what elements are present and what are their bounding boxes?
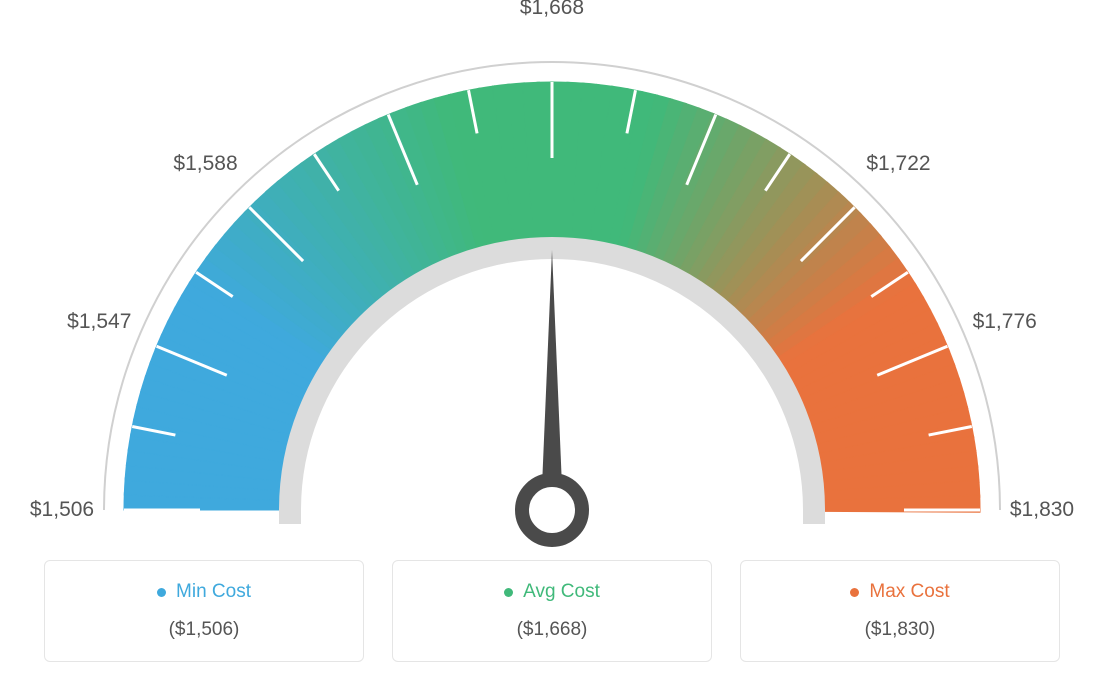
legend-value-min: ($1,506) <box>55 619 353 641</box>
gauge-tick-label: $1,830 <box>1010 498 1074 522</box>
legend-card-max: Max Cost ($1,830) <box>740 560 1060 662</box>
legend-card-avg: Avg Cost ($1,668) <box>392 560 712 662</box>
gauge-chart: $1,506 $1,547 $1,588 $1,668 $1,722 $1,776 $1,8… <box>0 0 1104 560</box>
gauge-tick-label: $1,506 <box>30 498 94 522</box>
gauge-svg <box>0 10 1104 570</box>
dot-icon <box>504 588 513 597</box>
legend-card-min: Min Cost ($1,506) <box>44 560 364 662</box>
legend-value-avg: ($1,668) <box>403 619 701 641</box>
dot-icon <box>850 588 859 597</box>
gauge-tick-label: $1,668 <box>520 0 584 20</box>
legend-title-max: Max Cost <box>869 581 949 603</box>
gauge-tick-label: $1,776 <box>973 310 1037 334</box>
gauge-tick-label: $1,588 <box>173 152 237 176</box>
gauge-tick-label: $1,547 <box>67 310 131 334</box>
legend-title-avg: Avg Cost <box>523 581 600 603</box>
dot-icon <box>157 588 166 597</box>
gauge-tick-label: $1,722 <box>866 152 930 176</box>
legend-title-min: Min Cost <box>176 581 251 603</box>
legend-value-max: ($1,830) <box>751 619 1049 641</box>
legend-row: Min Cost ($1,506) Avg Cost ($1,668) Max … <box>0 560 1104 692</box>
